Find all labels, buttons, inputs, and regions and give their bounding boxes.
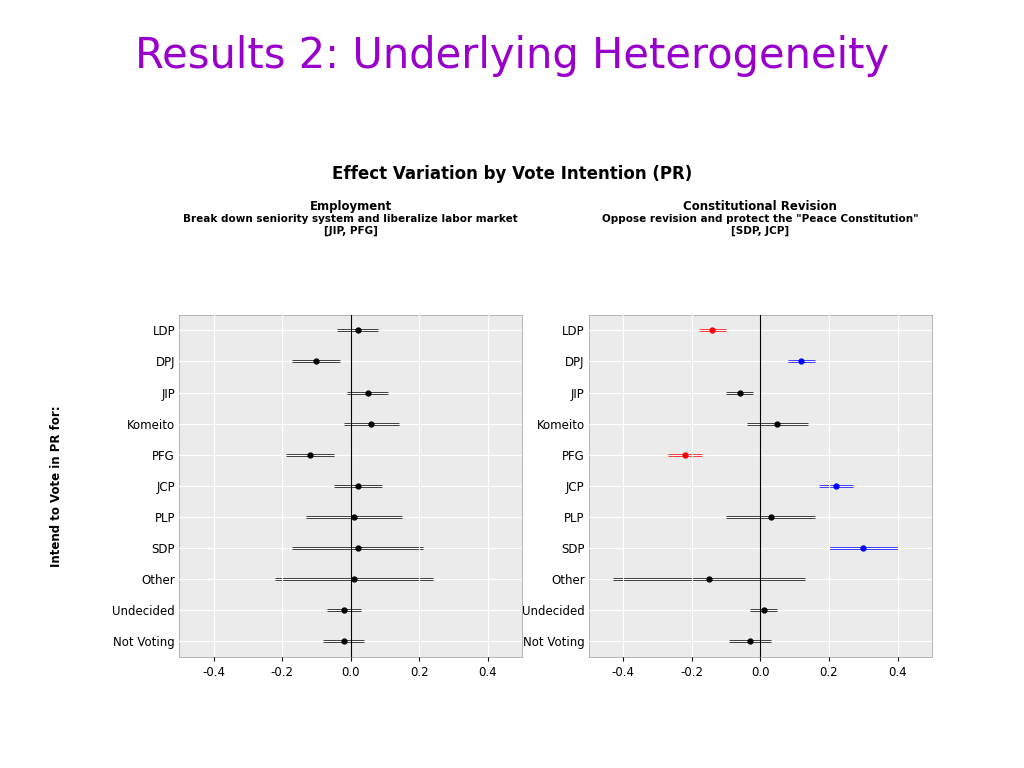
Text: [JIP, PFG]: [JIP, PFG]: [324, 226, 378, 236]
Text: Oppose revision and protect the "Peace Constitution": Oppose revision and protect the "Peace C…: [602, 214, 919, 223]
Text: Intend to Vote in PR for:: Intend to Vote in PR for:: [50, 405, 62, 567]
Text: Effect Variation by Vote Intention (PR): Effect Variation by Vote Intention (PR): [332, 165, 692, 183]
Text: [SDP, JCP]: [SDP, JCP]: [731, 226, 790, 236]
Text: Constitutional Revision: Constitutional Revision: [683, 200, 838, 213]
Text: Results 2: Underlying Heterogeneity: Results 2: Underlying Heterogeneity: [135, 35, 889, 77]
Text: Break down seniority system and liberalize labor market: Break down seniority system and liberali…: [183, 214, 518, 223]
Text: Employment: Employment: [309, 200, 392, 213]
